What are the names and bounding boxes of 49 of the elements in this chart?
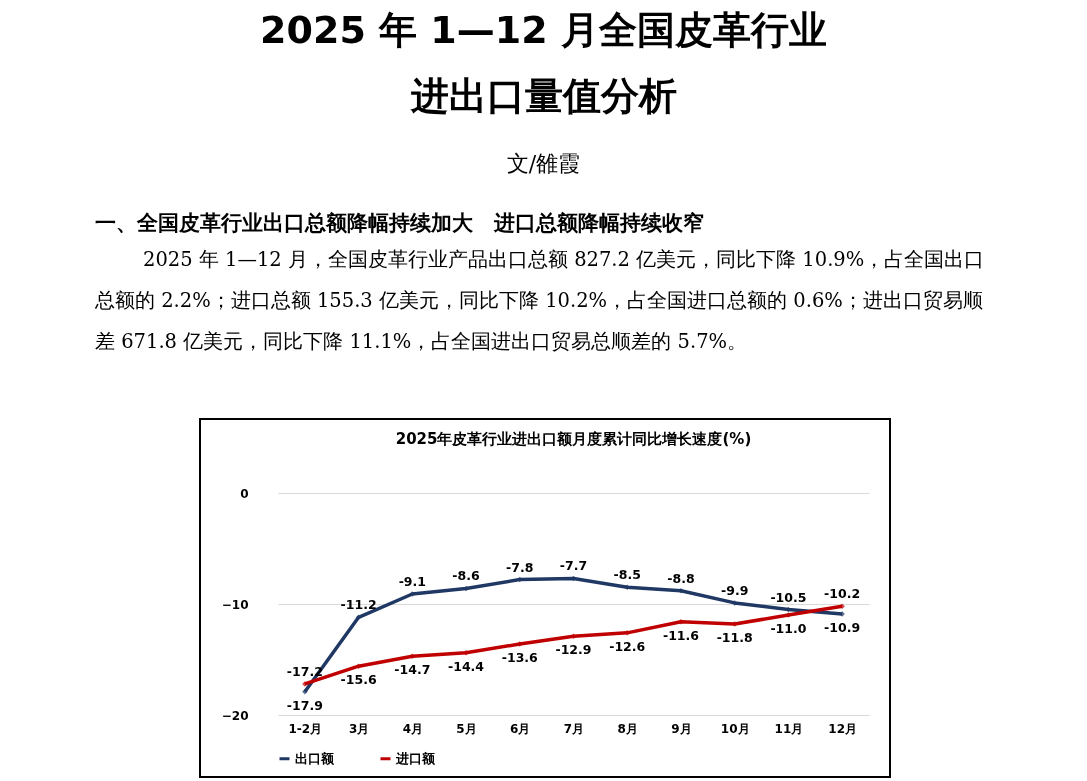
data-label: -14.7 [394, 662, 431, 678]
point [302, 688, 308, 695]
x-tick-label: 7月 [563, 721, 585, 736]
data-label: -9.9 [721, 582, 749, 598]
text: 2025 年 1—12 月，全国皮革行业产品出口总额 827.2 亿美元，同比下降 10.9%，占全国出口总额的 2.2%；进口总额 155.3 亿美元，同比下降 10.2%，占全国进口总额的 0.6%；进出口贸易顺差 671.8 亿美元，同比下降 11.1%，占全国进出口贸易总顺差的 5.7%。 [95, 247, 986, 355]
x-tick-label: 9月 [671, 721, 692, 736]
x-tick-label: 10月 [720, 721, 750, 736]
data-label: -7.7 [559, 558, 588, 574]
data-label: -8.5 [613, 567, 641, 583]
x-tick-label: 5月 [456, 721, 477, 736]
y-tick-label: 0 [240, 486, 249, 501]
data-label: -7.8 [506, 559, 534, 575]
data-label: -11.8 [716, 629, 753, 645]
x-tick-label: 6月 [510, 721, 531, 736]
data-label: -12.9 [555, 642, 592, 658]
chart-title: 2025年皮革行业进出口额月度累计同比增长速度(%) [395, 430, 752, 448]
x-tick-label: 11月 [774, 721, 804, 736]
data-label: -15.6 [340, 672, 377, 688]
point [517, 641, 523, 647]
data-label: -8.6 [452, 568, 481, 584]
y-tick-label: −20 [221, 708, 249, 723]
text: 2025 年 1—12 月全国皮革行业 [259, 7, 828, 54]
legend-label: 出口额 [295, 750, 335, 766]
data-label: -8.8 [667, 570, 695, 586]
data-label: -13.6 [501, 649, 539, 665]
x-tick-label: 12月 [828, 721, 857, 736]
data-label: -14.4 [448, 658, 485, 674]
data-label: -10.9 [824, 619, 861, 635]
point [839, 603, 845, 609]
legend-label: 进口额 [395, 750, 436, 766]
text: 一、全国皮革行业出口总额降幅持续加大 进口总额降幅持续收窄 [95, 210, 705, 237]
point [624, 584, 630, 591]
data-label: -17.9 [286, 697, 323, 713]
point [678, 587, 684, 594]
text: 文/雒霞 [505, 150, 582, 178]
point [355, 614, 362, 621]
data-label: -11.2 [340, 597, 377, 613]
x-tick-label: 3月 [348, 721, 370, 736]
x-tick-label: 1-2月 [288, 721, 323, 736]
data-label: -10.2 [824, 586, 861, 602]
text: 进出口量值分析 [409, 73, 678, 120]
data-label: -9.1 [398, 574, 426, 590]
y-tick-label: −10 [221, 597, 249, 612]
data-label: -12.6 [609, 638, 646, 654]
data-label: -11.6 [662, 627, 700, 643]
x-tick-label: 4月 [402, 721, 423, 736]
data-label: -10.5 [770, 589, 807, 605]
data-label: -11.0 [770, 621, 807, 637]
x-tick-label: 8月 [617, 721, 638, 736]
